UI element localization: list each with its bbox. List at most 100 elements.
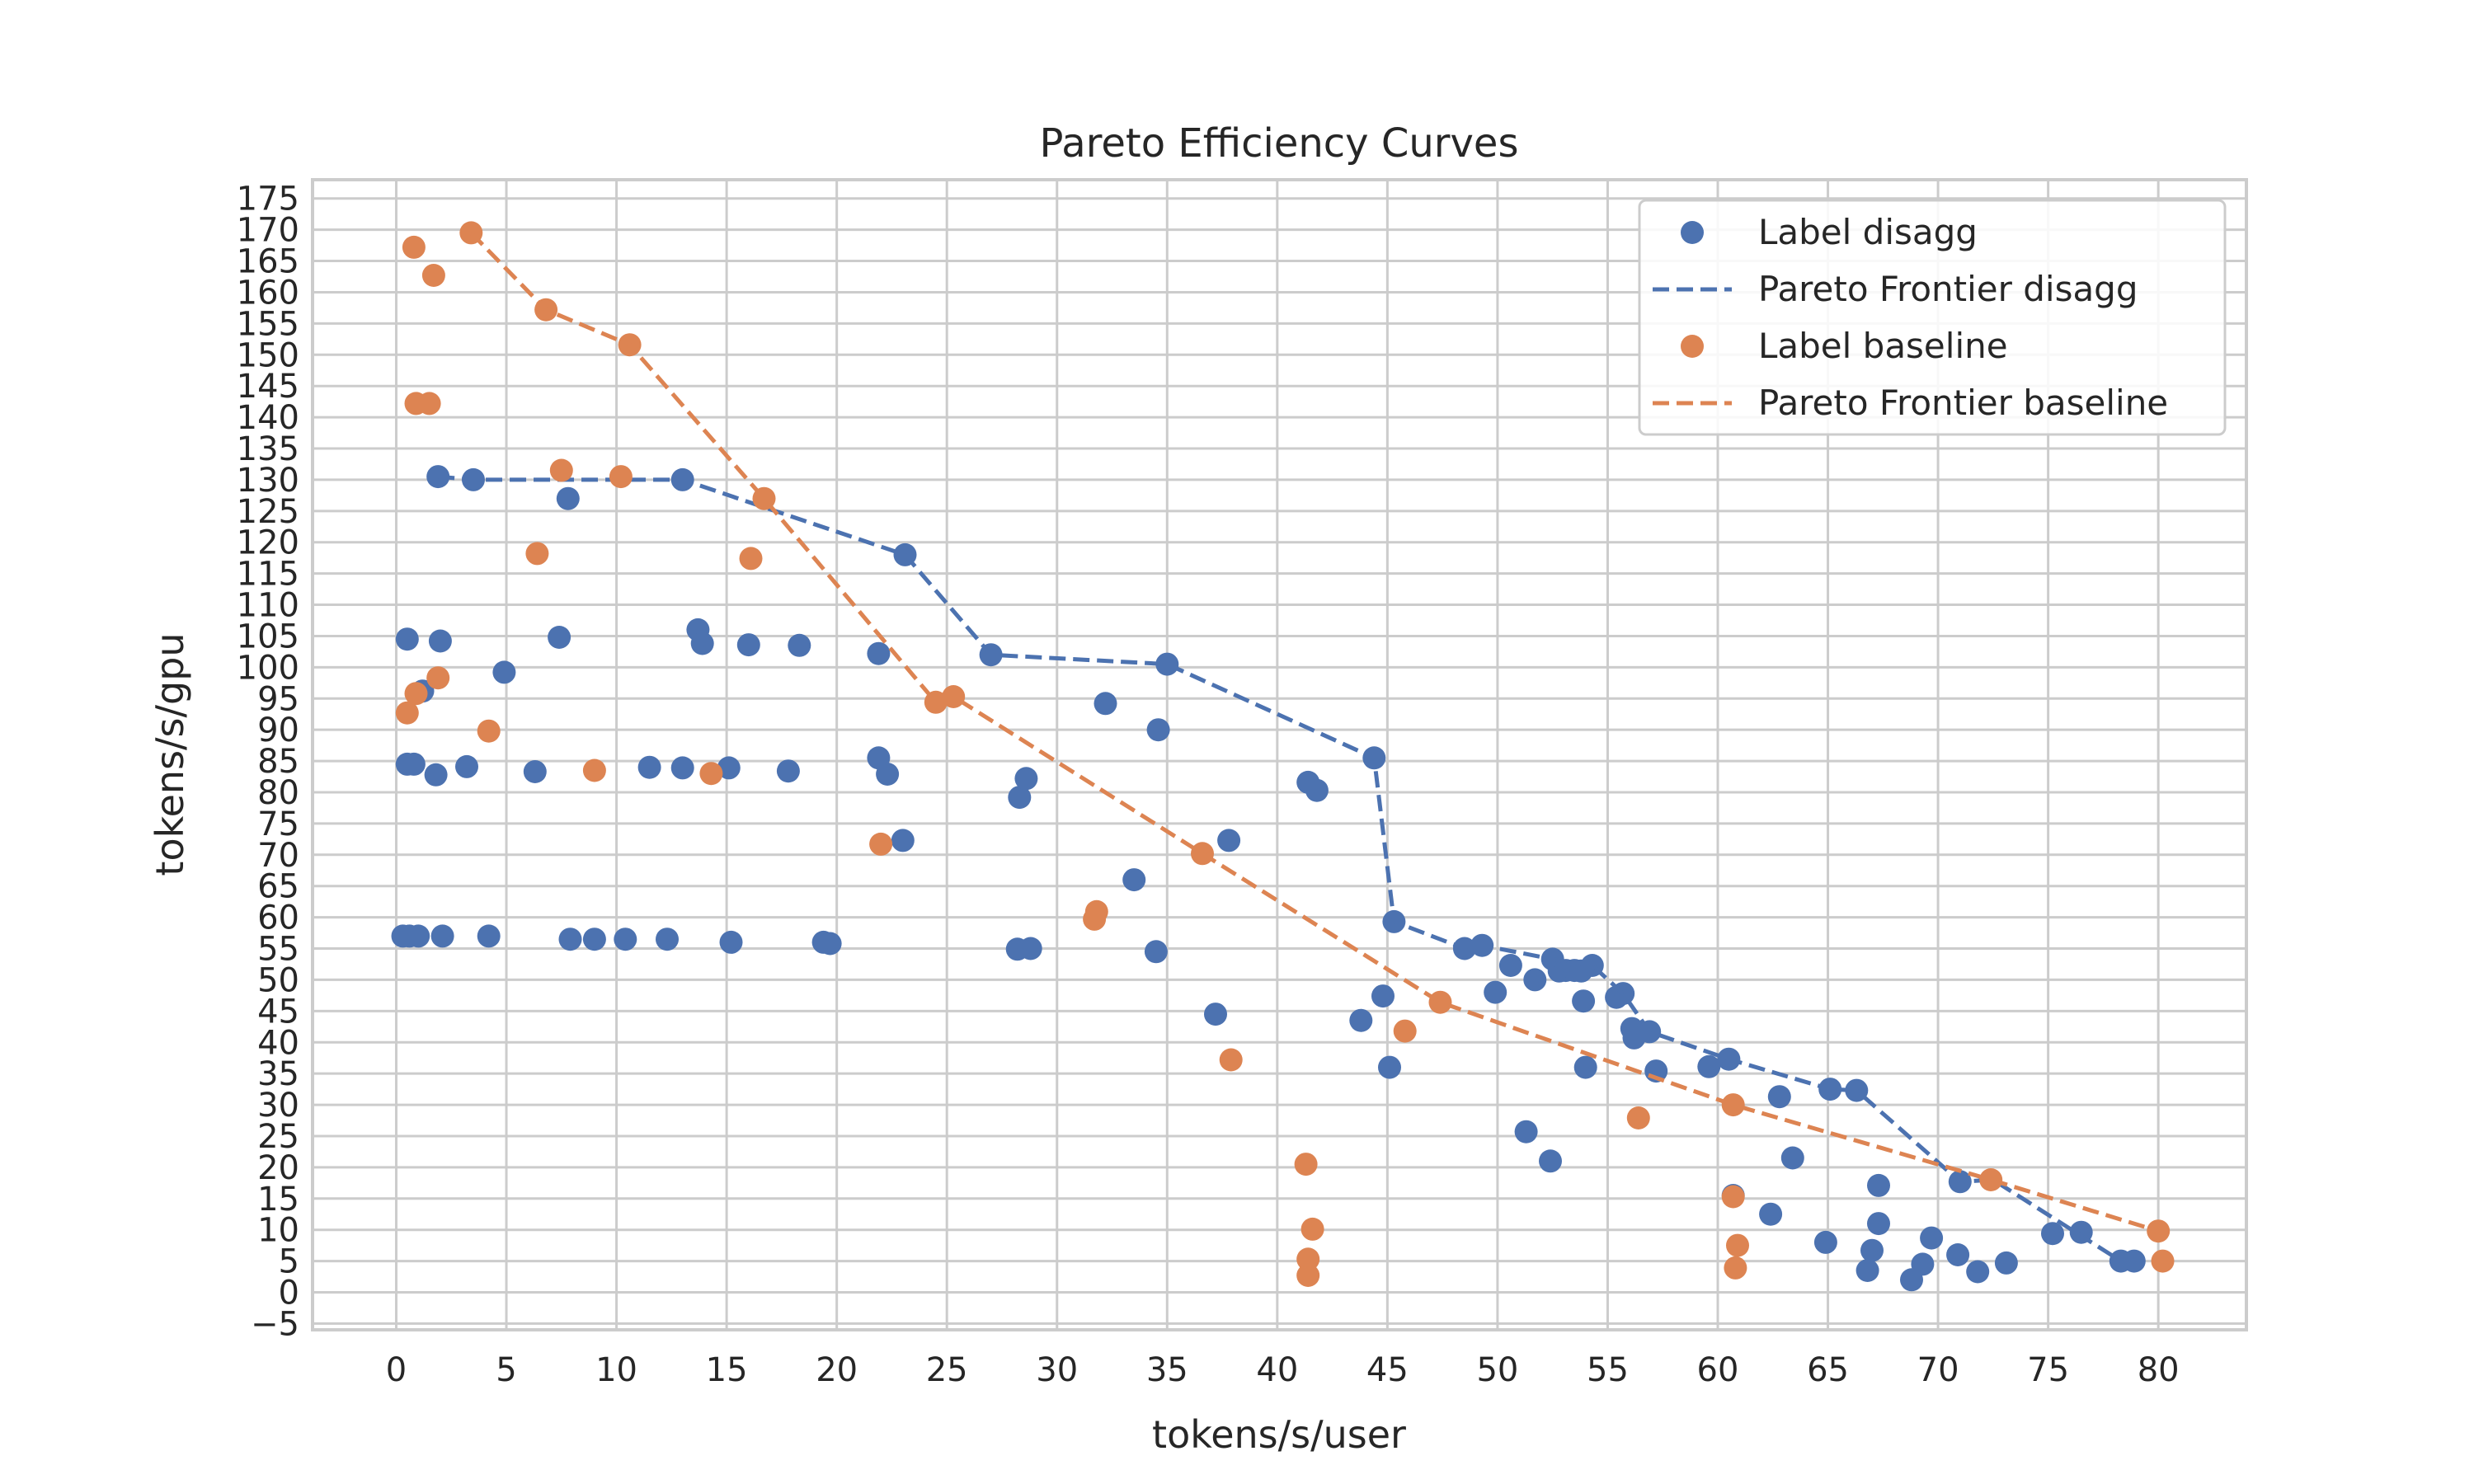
y-tick-label: 85 [257, 743, 299, 781]
baseline-point [1393, 1019, 1417, 1043]
y-axis-label: tokens/s/gpu [148, 632, 192, 876]
disagg-point [1305, 778, 1329, 802]
baseline-point [1294, 1153, 1318, 1176]
pareto-frontier-disagg-line [437, 474, 2134, 1264]
disagg-point [1122, 868, 1146, 892]
disagg-point [876, 763, 900, 786]
disagg-point [1378, 1055, 1401, 1079]
y-tick-label: 160 [237, 274, 299, 312]
legend: Label disagg Pareto Frontier disagg Label … [1638, 199, 2227, 436]
disagg-point [2041, 1222, 2064, 1246]
disagg-point [1867, 1173, 1890, 1197]
baseline-point [1084, 899, 1108, 923]
disagg-point [556, 486, 580, 510]
y-tick-label: 95 [257, 680, 299, 718]
baseline-point [582, 758, 606, 782]
data-series [391, 221, 2175, 1292]
baseline-point [739, 547, 763, 571]
disagg-point [1966, 1260, 1990, 1284]
disagg-point [582, 928, 606, 951]
x-tick-label: 45 [1366, 1351, 1409, 1389]
disagg-point [523, 760, 547, 783]
disagg-point [477, 924, 501, 948]
y-tick-label: 65 [257, 868, 299, 906]
series-baseline-scatter [395, 221, 2175, 1287]
pareto-frontier-baseline-line [469, 231, 2159, 1233]
baseline-point [699, 762, 723, 786]
disagg-point [1867, 1212, 1890, 1236]
disagg-point [1911, 1252, 1935, 1276]
disagg-point [1572, 989, 1596, 1013]
baseline-point [525, 542, 549, 566]
x-tick-label: 40 [1256, 1351, 1298, 1389]
y-tick-label: 35 [257, 1055, 299, 1093]
baseline-point [869, 832, 893, 856]
disagg-point [1697, 1054, 1721, 1078]
series-disagg-scatter [391, 465, 2146, 1292]
y-tick-label: 50 [257, 961, 299, 999]
y-tick-label: 25 [257, 1118, 299, 1156]
y-tick-label: 90 [257, 711, 299, 749]
legend-box [1638, 199, 2227, 436]
disagg-point [1780, 1146, 1804, 1170]
x-tick-label: 15 [706, 1351, 748, 1389]
disagg-point [1484, 980, 1507, 1004]
baseline-point [402, 235, 426, 259]
disagg-point [717, 756, 741, 780]
disagg-point [1146, 718, 1170, 742]
disagg-point [1813, 1230, 1837, 1254]
disagg-point [690, 632, 714, 655]
x-tick-label: 10 [595, 1351, 637, 1389]
disagg-point [1094, 692, 1117, 716]
y-tick-label: 165 [237, 243, 299, 281]
series-disagg-line [437, 474, 2134, 1264]
series-baseline-line [469, 231, 2159, 1233]
baseline-point [426, 666, 450, 690]
baseline-point [1979, 1168, 2003, 1191]
baseline-point [417, 392, 441, 416]
baseline-point [1726, 1233, 1749, 1257]
baseline-point [1428, 990, 1452, 1014]
y-tick-label: 5 [279, 1243, 299, 1281]
baseline-point [1626, 1106, 1650, 1129]
disagg-point [1217, 829, 1241, 852]
legend-label: Label disagg [1758, 212, 1978, 252]
disagg-point [776, 759, 800, 783]
y-tick-label: 135 [237, 430, 299, 468]
baseline-point [609, 465, 633, 489]
x-tick-label: 5 [496, 1351, 516, 1389]
disagg-point [719, 930, 743, 954]
disagg-point [1349, 1008, 1373, 1032]
y-tick-label: 60 [257, 899, 299, 937]
disagg-point [1144, 940, 1168, 964]
y-tick-label: 80 [257, 774, 299, 812]
disagg-point [1371, 984, 1395, 1008]
x-tick-label: 70 [1917, 1351, 1959, 1389]
y-tick-label: 145 [237, 368, 299, 406]
disagg-point [558, 928, 582, 951]
legend-marker-disagg [1681, 221, 1704, 244]
y-tick-label: 140 [237, 399, 299, 437]
disagg-point [548, 626, 571, 649]
disagg-point [1994, 1251, 2018, 1275]
disagg-point [407, 924, 430, 948]
baseline-point [549, 458, 573, 482]
baseline-point [477, 719, 501, 743]
disagg-point [1767, 1085, 1791, 1109]
y-tick-label: 155 [237, 305, 299, 343]
y-tick-label: 40 [257, 1024, 299, 1062]
disagg-point [1523, 968, 1547, 992]
disagg-point [670, 756, 694, 780]
disagg-point [395, 627, 419, 651]
baseline-point [1721, 1093, 1745, 1117]
disagg-point [424, 763, 448, 787]
disagg-point [614, 928, 637, 951]
disagg-point [867, 641, 891, 665]
disagg-point [1856, 1259, 1879, 1282]
disagg-point [637, 755, 661, 779]
y-tick-label: 70 [257, 837, 299, 875]
disagg-point [1759, 1202, 1783, 1226]
disagg-point [1155, 652, 1179, 676]
y-tick-label: 15 [257, 1181, 299, 1219]
